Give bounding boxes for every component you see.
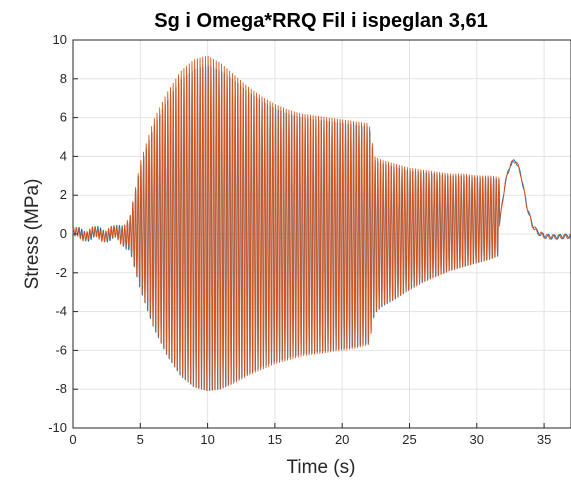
x-tick-label: 5 <box>137 432 144 447</box>
series-layer <box>72 55 571 392</box>
y-axis-label: Stress (MPa) <box>22 179 43 290</box>
x-tick-label: 35 <box>537 432 551 447</box>
y-tick-label: 0 <box>60 226 67 241</box>
x-tick-label: 20 <box>335 432 349 447</box>
x-tick-label: 30 <box>470 432 484 447</box>
y-tick-label: -4 <box>55 304 67 319</box>
y-tick-label: 10 <box>53 32 67 47</box>
y-tick-label: 8 <box>60 71 67 86</box>
y-tick-label: -10 <box>48 420 67 435</box>
x-tick-label: 0 <box>69 432 76 447</box>
x-tick-label: 15 <box>268 432 282 447</box>
y-tick-label: -8 <box>55 381 67 396</box>
y-tick-label: -2 <box>55 265 67 280</box>
y-tick-label: 4 <box>60 148 67 163</box>
x-tick-label: 10 <box>200 432 214 447</box>
y-tick-label: -6 <box>55 342 67 357</box>
x-tick-label: 25 <box>402 432 416 447</box>
chart-title: Sg i Omega*RRQ Fil i ispeglan 3,61 <box>154 10 487 32</box>
series-line-2 <box>72 55 571 392</box>
x-axis-label: Time (s) <box>287 457 356 478</box>
y-tick-label: 2 <box>60 187 67 202</box>
y-tick-label: 6 <box>60 110 67 125</box>
